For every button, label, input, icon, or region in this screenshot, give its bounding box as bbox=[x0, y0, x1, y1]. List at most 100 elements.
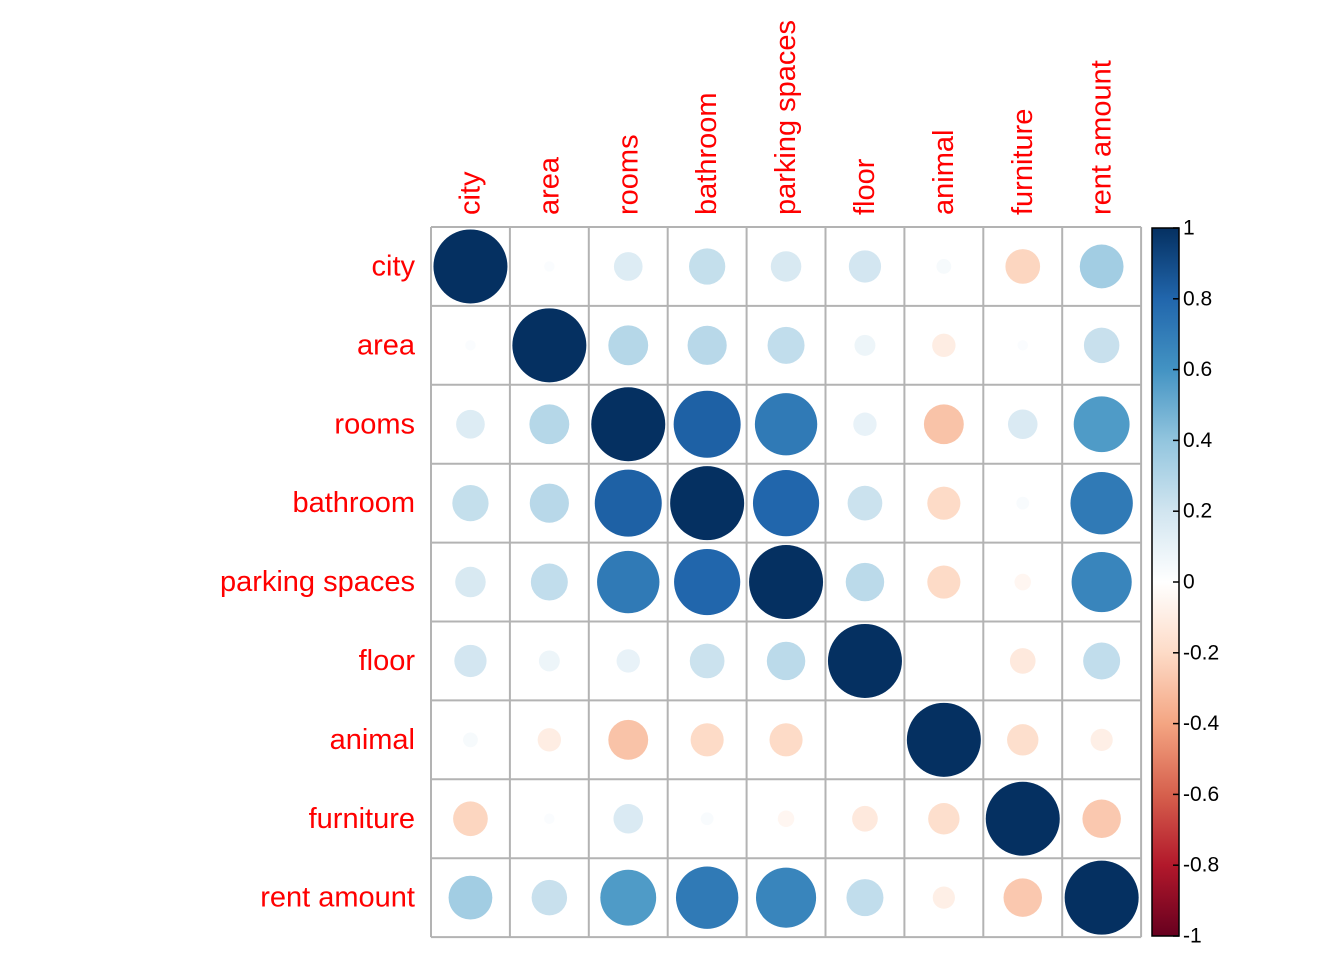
corr-circle-rooms-floor bbox=[853, 412, 877, 436]
corr-circle-city-rent-amount bbox=[1079, 244, 1124, 289]
corr-circle-area-area bbox=[512, 308, 587, 383]
corr-circle-rent-amount-area bbox=[531, 879, 568, 916]
corr-circle-parking-spaces-rent-amount bbox=[1071, 551, 1132, 613]
corr-circle-rent-amount-city bbox=[448, 875, 493, 920]
corr-circle-furniture-rent-amount bbox=[1082, 799, 1121, 838]
corr-circle-animal-city bbox=[463, 732, 478, 748]
corr-circle-animal-rooms bbox=[608, 719, 649, 760]
corr-circle-bathroom-bathroom bbox=[670, 466, 745, 541]
corr-circle-bathroom-rent-amount bbox=[1070, 471, 1133, 535]
corr-circle-floor-floor bbox=[827, 623, 902, 698]
corr-circle-rent-amount-rooms bbox=[600, 869, 657, 926]
corr-circle-city-furniture bbox=[1005, 249, 1041, 284]
corr-circle-animal-bathroom bbox=[690, 723, 724, 757]
corr-circle-bathroom-city bbox=[452, 485, 489, 522]
colorbar-tick-label: -0.6 bbox=[1183, 783, 1219, 806]
row-label-area: area bbox=[357, 329, 416, 361]
corr-circle-parking-spaces-furniture bbox=[1014, 573, 1032, 591]
colorbar-tick-label: 0.4 bbox=[1183, 429, 1213, 452]
corr-circle-bathroom-area bbox=[529, 483, 569, 523]
corr-circle-furniture-parking-spaces bbox=[777, 810, 795, 828]
column-label-rooms: rooms bbox=[612, 134, 644, 215]
corr-circle-area-furniture bbox=[1017, 340, 1028, 351]
corr-circle-floor-city bbox=[454, 644, 487, 678]
corr-circle-animal-furniture bbox=[1007, 724, 1039, 756]
corr-circle-furniture-furniture bbox=[985, 781, 1060, 856]
colorbar-tick-label: 1 bbox=[1183, 217, 1195, 240]
column-label-area: area bbox=[533, 156, 565, 215]
corr-circle-area-parking-spaces bbox=[767, 326, 805, 364]
colorbar-tick-label: -0.8 bbox=[1183, 854, 1219, 877]
corr-circle-furniture-city bbox=[453, 801, 488, 837]
corr-circle-rent-amount-furniture bbox=[1003, 878, 1042, 917]
corr-circle-bathroom-rooms bbox=[594, 469, 662, 537]
row-label-bathroom: bathroom bbox=[292, 487, 415, 519]
corr-circle-animal-parking-spaces bbox=[769, 723, 803, 757]
row-label-animal: animal bbox=[330, 724, 415, 756]
corr-circle-parking-spaces-city bbox=[455, 566, 486, 598]
grid bbox=[430, 226, 1143, 939]
corr-circle-floor-bathroom bbox=[689, 643, 725, 679]
corr-circle-bathroom-parking-spaces bbox=[752, 470, 820, 537]
corr-circle-parking-spaces-floor bbox=[845, 562, 885, 602]
corr-circle-animal-area bbox=[537, 728, 562, 752]
column-label-rent-amount: rent amount bbox=[1086, 60, 1118, 215]
corr-circle-floor-rent-amount bbox=[1083, 642, 1121, 680]
corr-circle-rent-amount-rent-amount bbox=[1064, 860, 1139, 935]
row-label-parking-spaces: parking spaces bbox=[220, 566, 415, 598]
column-label-city: city bbox=[454, 171, 486, 215]
corr-circle-bathroom-furniture bbox=[1016, 496, 1030, 510]
colorbar: 1 0.8 0.6 0.4 0.2 0 -0.2 -0.4 -0.6 -0.8 -1 bbox=[1151, 217, 1220, 948]
corr-circle-bathroom-animal bbox=[927, 486, 961, 520]
corr-circle-parking-spaces-animal bbox=[927, 565, 961, 599]
corr-circle-floor-parking-spaces bbox=[766, 641, 806, 681]
corr-circle-furniture-area bbox=[544, 813, 555, 824]
corr-circle-rooms-animal bbox=[923, 404, 964, 445]
corr-circle-rooms-city bbox=[456, 409, 485, 439]
corr-circle-area-rooms bbox=[608, 325, 649, 366]
corr-circle-furniture-rooms bbox=[613, 803, 644, 834]
corr-circle-floor-furniture bbox=[1009, 648, 1036, 674]
column-label-floor: floor bbox=[849, 158, 881, 215]
column-labels: city area rooms bathroom parking spaces floor… bbox=[454, 20, 1117, 215]
corr-circle-rent-amount-parking-spaces bbox=[755, 867, 817, 928]
colorbar-tick-label: 0.6 bbox=[1183, 358, 1212, 381]
corr-circle-furniture-floor bbox=[852, 805, 878, 832]
corr-circle-rooms-bathroom bbox=[673, 390, 741, 458]
corr-circle-city-bathroom bbox=[689, 248, 726, 285]
corr-circle-rooms-area bbox=[529, 404, 570, 445]
corr-circle-parking-spaces-rooms bbox=[597, 550, 660, 614]
colorbar-tick-label: 0.8 bbox=[1183, 287, 1212, 310]
row-label-city: city bbox=[372, 250, 416, 282]
corr-circle-animal-animal bbox=[906, 702, 981, 777]
circles bbox=[433, 229, 1139, 935]
colorbar-tick-label: -1 bbox=[1183, 925, 1202, 948]
corr-circle-rent-amount-animal bbox=[932, 886, 955, 909]
corr-circle-parking-spaces-area bbox=[530, 563, 568, 601]
corr-circle-rent-amount-bathroom bbox=[675, 866, 739, 929]
column-label-animal: animal bbox=[928, 130, 960, 215]
corr-circle-city-animal bbox=[936, 259, 952, 274]
corr-circle-bathroom-floor bbox=[847, 485, 883, 521]
corr-circle-city-city bbox=[433, 229, 508, 304]
colorbar-tick-label: 0.2 bbox=[1183, 500, 1212, 523]
corr-circle-rooms-rooms bbox=[591, 387, 666, 462]
corr-circle-rooms-furniture bbox=[1007, 409, 1038, 440]
corr-circle-rooms-parking-spaces bbox=[754, 393, 818, 456]
corr-circle-area-floor bbox=[854, 334, 876, 356]
corr-circle-furniture-animal bbox=[928, 803, 960, 835]
colorbar-tick-label: -0.4 bbox=[1183, 712, 1220, 735]
corr-circle-parking-spaces-parking-spaces bbox=[749, 545, 824, 620]
colorbar-gradient bbox=[1151, 227, 1180, 937]
corr-circle-city-rooms bbox=[613, 252, 643, 281]
corr-circle-city-parking-spaces bbox=[770, 251, 802, 282]
corr-circle-floor-area bbox=[538, 650, 560, 672]
corr-circle-parking-spaces-bathroom bbox=[674, 548, 741, 616]
corr-circle-city-floor bbox=[848, 250, 882, 283]
row-label-furniture: furniture bbox=[309, 803, 415, 835]
corr-circle-area-city bbox=[465, 340, 476, 351]
row-label-rooms: rooms bbox=[334, 408, 415, 440]
corr-circle-rooms-rent-amount bbox=[1073, 396, 1130, 453]
